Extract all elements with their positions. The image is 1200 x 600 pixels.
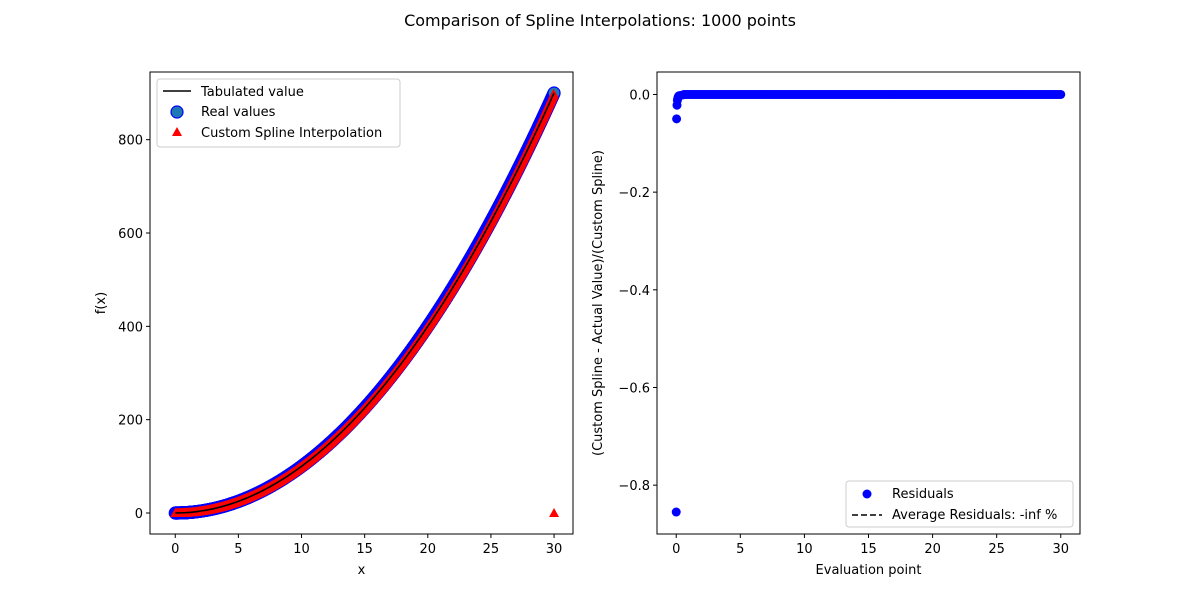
figure-title: Comparison of Spline Interpolations: 100… xyxy=(404,11,796,30)
left-legend: Tabulated value Real values Custom Splin… xyxy=(156,78,401,148)
residual-point xyxy=(671,507,681,517)
left-x-tick-label: 30 xyxy=(546,542,563,557)
right-y-tick-label: −0.6 xyxy=(618,381,650,396)
left-x-tick-label: 15 xyxy=(356,542,373,557)
right-x-tick-label: 10 xyxy=(796,542,813,557)
left-x-tick-label: 20 xyxy=(420,542,437,557)
right-x-axis-label: Evaluation point xyxy=(816,563,922,578)
right-x-tick-label: 5 xyxy=(736,542,744,557)
residual-point xyxy=(1056,89,1066,99)
left-legend-box xyxy=(156,78,401,148)
left-x-tick-label: 10 xyxy=(293,542,310,557)
legend-label-tabulated: Tabulated value xyxy=(200,85,304,100)
left-plot-border xyxy=(149,71,574,535)
left-x-tick-label: 5 xyxy=(234,542,242,557)
left-y-tick-label: 600 xyxy=(118,227,143,242)
legend-label-spline: Custom Spline Interpolation xyxy=(201,126,382,141)
right-y-tick-label: 0.0 xyxy=(629,88,650,103)
legend-label-residuals: Residuals xyxy=(892,487,954,502)
spline-outlier-point xyxy=(549,508,560,517)
left-x-tick-label: 25 xyxy=(483,542,500,557)
right-y-axis-label: (Custom Spline - Actual Value)/(Custom S… xyxy=(591,150,606,456)
left-y-tick-label: 400 xyxy=(118,320,143,335)
tabulated-value-line xyxy=(175,92,555,514)
legend-residuals-swatch xyxy=(862,489,872,499)
legend-triangle-swatch xyxy=(172,127,182,136)
right-legend: Residuals Average Residuals: -inf % xyxy=(845,480,1074,528)
right-x-tick-label: 25 xyxy=(988,542,1005,557)
right-x-tick-label: 0 xyxy=(672,542,680,557)
legend-circle-swatch xyxy=(170,105,184,119)
left-x-axis-label: x xyxy=(358,563,366,578)
right-x-tick-label: 15 xyxy=(860,542,877,557)
right-y-tick-label: −0.2 xyxy=(618,186,650,201)
left-y-tick-label: 800 xyxy=(118,134,143,149)
right-x-tick-label: 30 xyxy=(1052,542,1069,557)
right-chart: 0 5 10 15 20 25 30 0.0 −0.2 −0.4 −0.6 −0.8 Evaluati… xyxy=(591,71,1081,578)
right-y-tick-label: −0.8 xyxy=(618,479,650,494)
right-plot-frame xyxy=(657,72,1080,534)
left-x-tick-label: 0 xyxy=(171,542,179,557)
legend-label-real: Real values xyxy=(201,105,276,120)
left-y-axis-label: f(x) xyxy=(94,292,109,314)
right-y-tick-label: −0.4 xyxy=(618,284,650,299)
right-legend-box xyxy=(845,480,1074,528)
left-plot-frame xyxy=(150,72,573,534)
left-y-tick-label: 200 xyxy=(118,414,143,429)
left-chart: 0 5 10 15 20 25 30 0 200 400 600 800 x f(x) Tabulat… xyxy=(94,71,574,578)
residual-point xyxy=(672,114,682,124)
right-x-tick-label: 20 xyxy=(924,542,941,557)
left-y-tick-label: 0 xyxy=(135,507,143,522)
residuals-series xyxy=(671,89,1066,517)
legend-label-average: Average Residuals: -inf % xyxy=(892,508,1057,523)
